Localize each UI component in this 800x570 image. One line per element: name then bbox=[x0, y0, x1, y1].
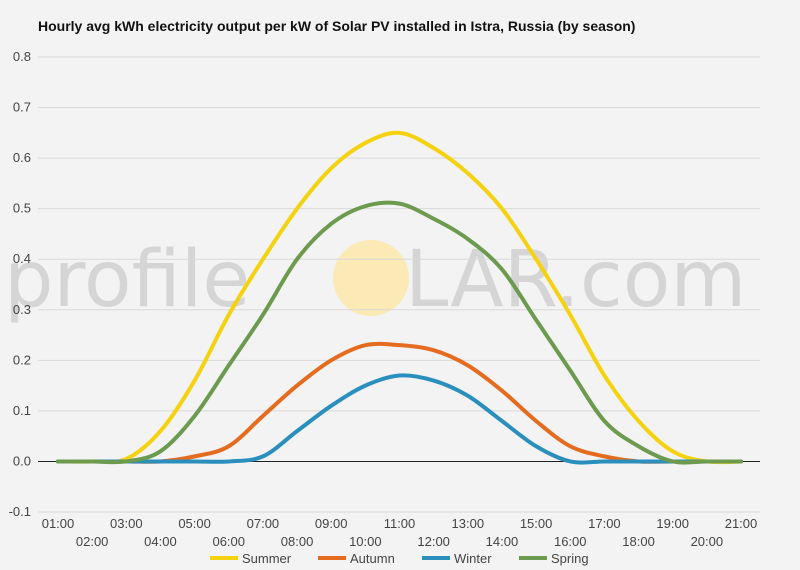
x-tick-label: 10:00 bbox=[349, 534, 382, 549]
legend-label-spring: Spring bbox=[551, 551, 589, 566]
legend-label-summer: Summer bbox=[242, 551, 292, 566]
y-tick-label: 0.4 bbox=[13, 251, 31, 266]
series-line-summer bbox=[56, 130, 743, 465]
y-tick-label: 0.8 bbox=[13, 49, 31, 64]
legend-label-winter: Winter bbox=[454, 551, 492, 566]
x-tick-label: 19:00 bbox=[656, 516, 689, 531]
x-tick-label: 18:00 bbox=[622, 534, 655, 549]
x-tick-label: 01:00 bbox=[42, 516, 75, 531]
series-line-winter bbox=[56, 373, 743, 465]
y-tick-label: 0.6 bbox=[13, 150, 31, 165]
x-tick-label: 06:00 bbox=[212, 534, 245, 549]
y-tick-label: 0.1 bbox=[13, 403, 31, 418]
chart-title: Hourly avg kWh electricity output per kW… bbox=[38, 18, 636, 34]
y-tick-label: 0.5 bbox=[13, 201, 31, 216]
watermark-text-right: LAR.com bbox=[405, 235, 746, 325]
y-tick-label: 0.2 bbox=[13, 352, 31, 367]
y-tick-label: 0.7 bbox=[13, 100, 31, 115]
x-tick-label: 08:00 bbox=[281, 534, 314, 549]
x-tick-label: 16:00 bbox=[554, 534, 587, 549]
profilesolar-watermark: profile LAR.com bbox=[4, 235, 746, 325]
x-tick-label: 12:00 bbox=[417, 534, 450, 549]
x-tick-label: 07:00 bbox=[247, 516, 280, 531]
x-axis-ticks: 01:0002:0003:0004:0005:0006:0007:0008:00… bbox=[42, 516, 758, 549]
watermark-text-left: profile bbox=[4, 235, 250, 325]
y-tick-label: 0.0 bbox=[13, 453, 31, 468]
x-tick-label: 03:00 bbox=[110, 516, 143, 531]
x-tick-label: 05:00 bbox=[178, 516, 211, 531]
x-tick-label: 20:00 bbox=[691, 534, 724, 549]
series-lines bbox=[56, 130, 743, 465]
x-tick-label: 13:00 bbox=[452, 516, 485, 531]
x-tick-label: 15:00 bbox=[520, 516, 553, 531]
y-tick-label: -0.1 bbox=[9, 504, 31, 519]
x-tick-label: 09:00 bbox=[315, 516, 348, 531]
x-tick-label: 21:00 bbox=[725, 516, 758, 531]
series-line-spring bbox=[56, 200, 743, 465]
watermark-sun-logo bbox=[333, 240, 409, 316]
x-tick-label: 04:00 bbox=[144, 534, 177, 549]
x-tick-label: 02:00 bbox=[76, 534, 109, 549]
x-tick-label: 11:00 bbox=[384, 516, 416, 531]
y-tick-label: 0.3 bbox=[13, 302, 31, 317]
y-axis-ticks: -0.1 0.0 0.1 0.2 0.3 0.4 0.5 0.6 0.7 0.8 bbox=[9, 49, 31, 519]
legend-label-autumn: Autumn bbox=[350, 551, 395, 566]
x-tick-label: 17:00 bbox=[588, 516, 621, 531]
legend: Summer Autumn Winter Spring bbox=[210, 551, 589, 566]
x-tick-label: 14:00 bbox=[486, 534, 519, 549]
grid-lines bbox=[38, 56, 760, 513]
